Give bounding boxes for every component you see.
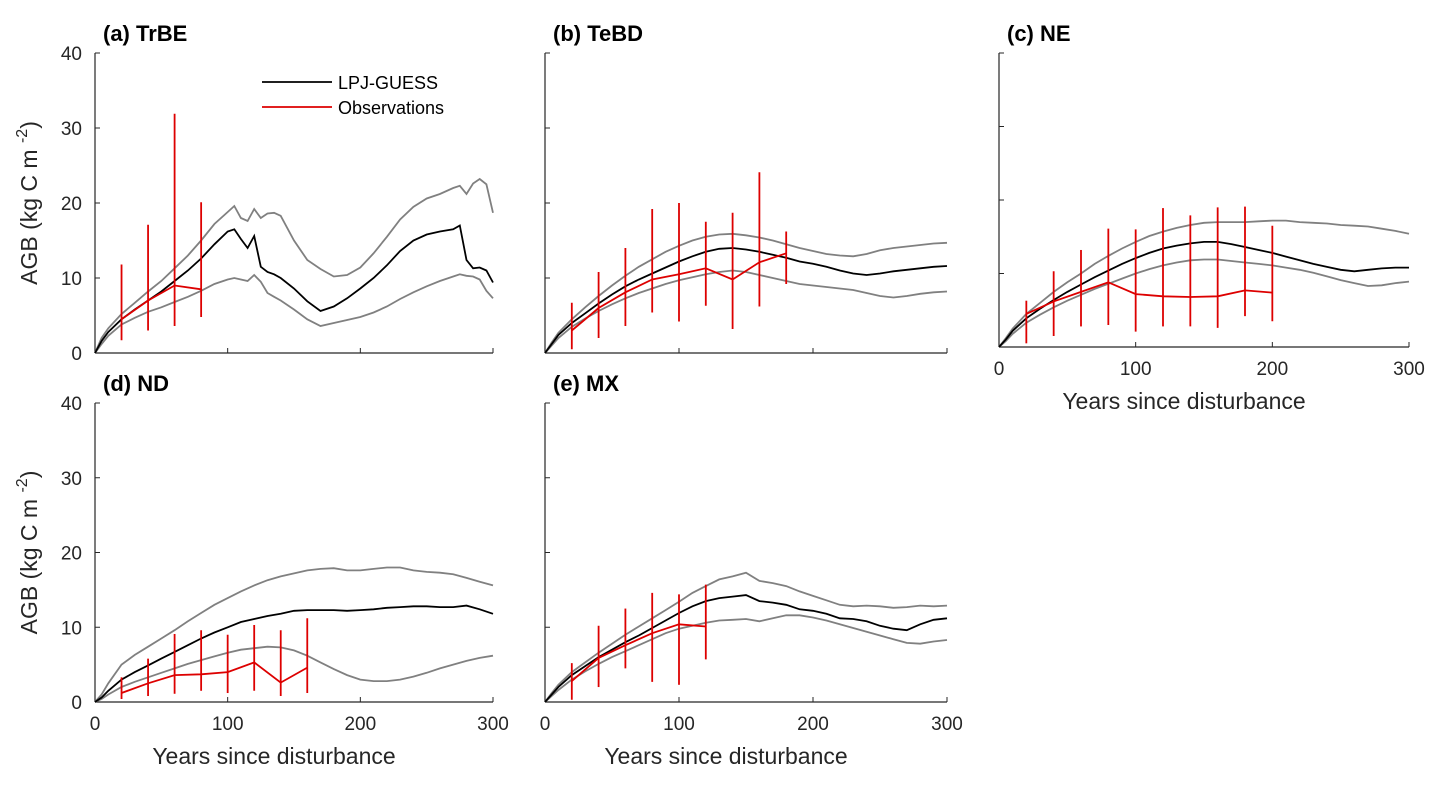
- obs-mean-line: [120, 284, 202, 321]
- model-upper-line: [94, 566, 494, 703]
- model-upper-line: [544, 571, 948, 703]
- y-tick-label: 20: [61, 544, 82, 565]
- legend-label-observations: Observations: [338, 98, 444, 118]
- model-mean-line: [998, 240, 1409, 348]
- model-upper-line: [544, 232, 948, 354]
- x-axis-label: Years since disturbance: [152, 743, 395, 769]
- x-tick-label: 0: [540, 714, 551, 735]
- x-tick-label: 100: [212, 714, 244, 735]
- y-tick-label: 10: [61, 618, 82, 639]
- panel-title: (d) ND: [103, 371, 169, 396]
- panel-title: (c) NE: [1007, 21, 1071, 46]
- y-tick-label: 30: [61, 119, 82, 140]
- y-axis-label-exponent: -2: [14, 129, 31, 143]
- panel-2: (b) TeBD: [544, 21, 948, 354]
- model-mean-line: [544, 247, 948, 354]
- model-mean-line: [94, 224, 494, 354]
- model-lower-line: [544, 614, 948, 703]
- obs-mean-line: [121, 661, 308, 694]
- model-lower-line: [998, 258, 1410, 348]
- obs-mean-line: [571, 623, 706, 682]
- legend-label-model: LPJ-GUESS: [338, 73, 438, 93]
- y-axis-label: AGB (kg C m -2): [14, 471, 42, 635]
- y-axis-label-main: AGB (kg C m: [16, 493, 42, 635]
- x-tick-label: 300: [931, 714, 963, 735]
- model-lower-line: [94, 645, 494, 703]
- panel-title: (e) MX: [553, 371, 619, 396]
- panel-1: 0 10 20 30 40 (a) TrBE AGB (kg C m -2) LPJ-GUES…: [14, 21, 494, 365]
- y-axis-label-exponent: -2: [14, 478, 31, 492]
- y-tick-label: 30: [61, 469, 82, 490]
- panel-4: 0 10 20 30 40 0 100 200 300 (d) ND AGB (kg C m -2)…: [14, 371, 509, 769]
- panel-title: (a) TrBE: [103, 21, 187, 46]
- y-axis-label-close: ): [16, 121, 42, 129]
- y-tick-label: 0: [71, 344, 82, 365]
- x-tick-label: 100: [663, 714, 695, 735]
- x-tick-label: 300: [1393, 359, 1425, 380]
- y-tick-label: 40: [61, 44, 82, 65]
- panel-title: (b) TeBD: [553, 21, 643, 46]
- legend: LPJ-GUESS Observations: [262, 73, 444, 118]
- y-tick-label: 10: [61, 269, 82, 290]
- x-axis-label: Years since disturbance: [604, 743, 847, 769]
- obs-mean-line: [1025, 281, 1273, 315]
- y-axis-label: AGB (kg C m -2): [14, 121, 42, 285]
- model-lower-line: [94, 273, 494, 354]
- obs-mean-line: [571, 252, 787, 332]
- y-tick-label: 40: [61, 394, 82, 415]
- y-tick-label: 0: [71, 693, 82, 714]
- model-mean-line: [94, 604, 494, 703]
- panel-3: 0 100 200 300 (c) NE Years since disturbance: [994, 21, 1425, 414]
- panel-5: 0 100 200 300 (e) MX Years since disturbance: [540, 371, 963, 769]
- x-tick-label: 300: [477, 714, 509, 735]
- x-tick-label: 0: [994, 359, 1005, 380]
- model-upper-line: [998, 219, 1410, 348]
- x-tick-label: 200: [344, 714, 376, 735]
- x-tick-label: 100: [1120, 359, 1152, 380]
- model-lower-line: [544, 269, 948, 354]
- y-axis-label-main: AGB (kg C m: [16, 143, 42, 285]
- x-tick-label: 200: [797, 714, 829, 735]
- y-axis-label-close: ): [16, 471, 42, 479]
- x-axis-label: Years since disturbance: [1062, 388, 1305, 414]
- model-upper-line: [94, 177, 494, 354]
- x-tick-label: 200: [1256, 359, 1288, 380]
- x-tick-label: 0: [90, 714, 101, 735]
- y-tick-label: 20: [61, 194, 82, 215]
